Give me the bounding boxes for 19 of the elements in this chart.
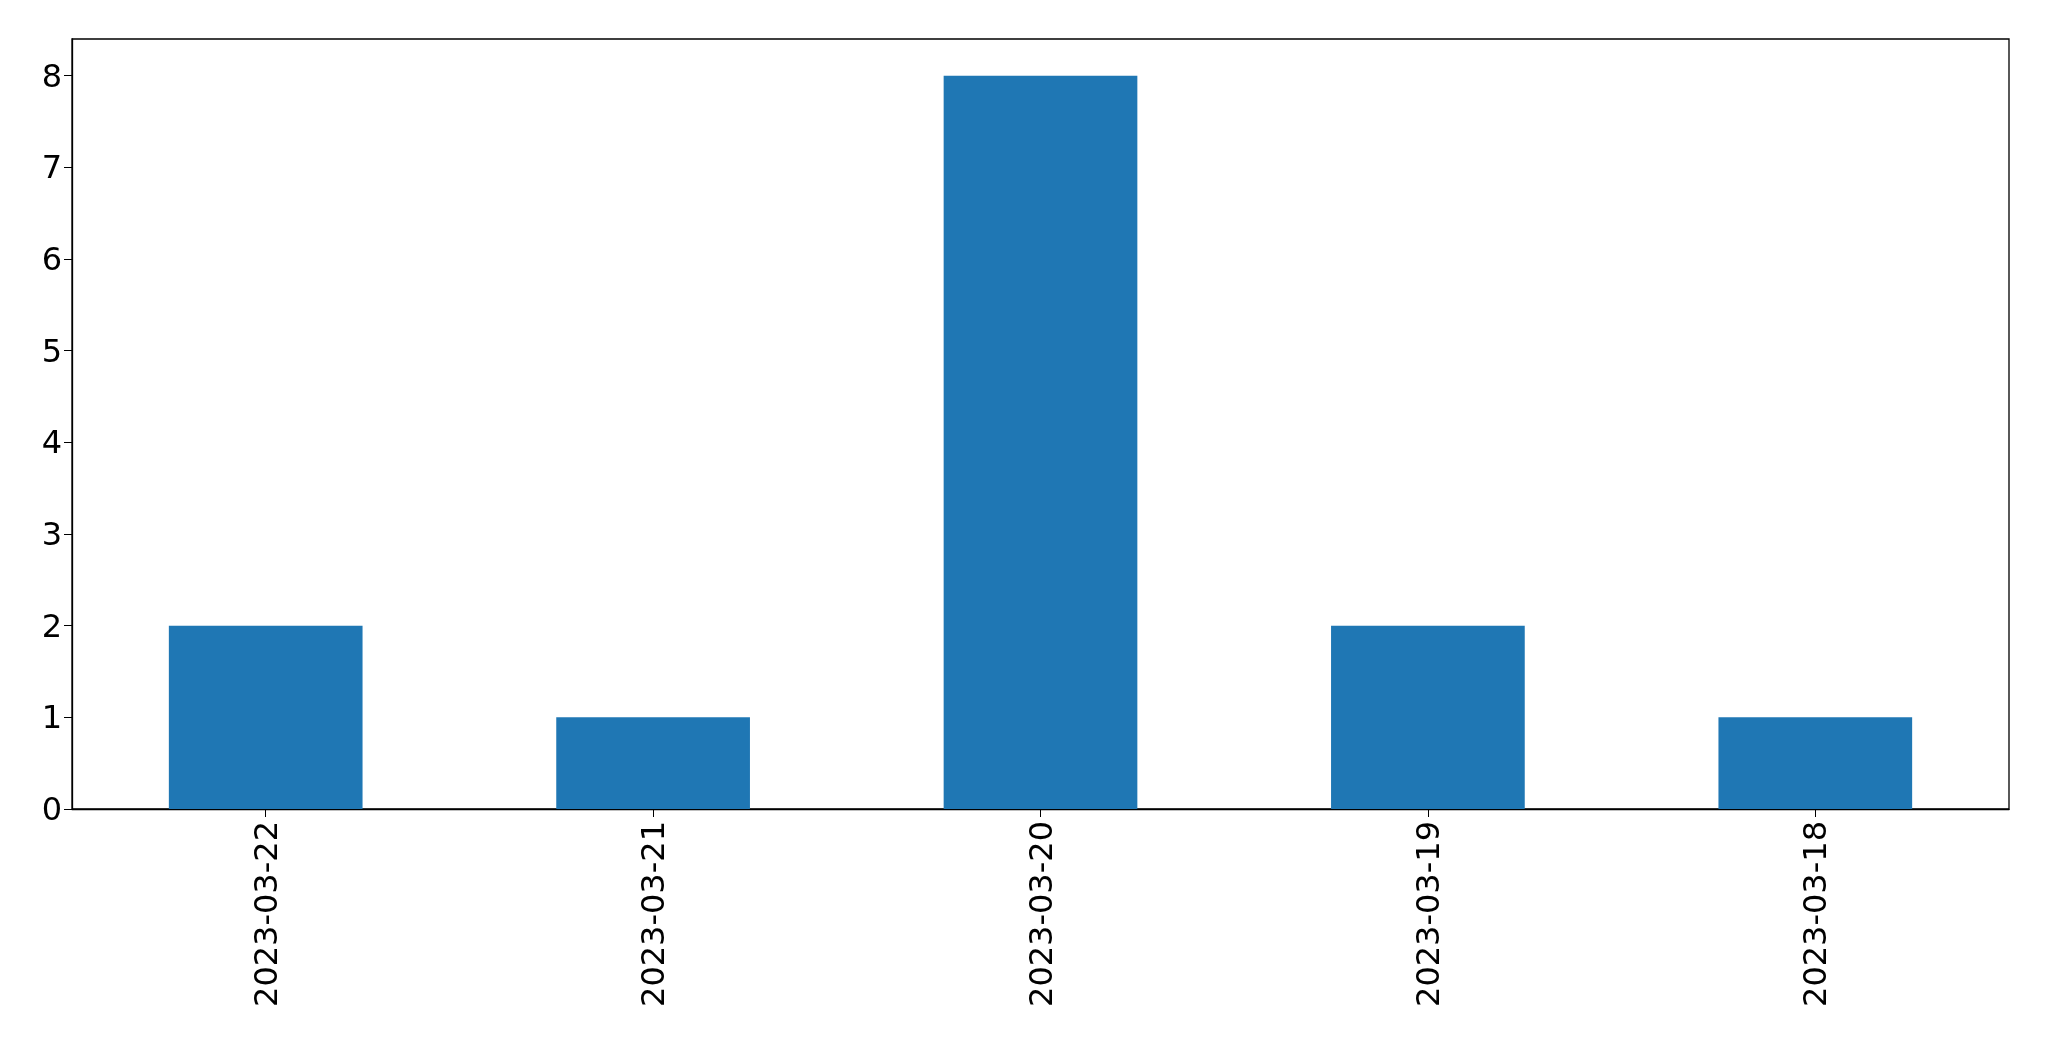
y-tick-label: 4 (41, 423, 62, 462)
y-tick-label: 7 (41, 148, 62, 187)
x-tick-label: 2023-03-19 (1408, 821, 1447, 1007)
y-tick-label: 2 (41, 606, 62, 645)
y-tick-label: 1 (41, 698, 62, 737)
y-tick-label: 0 (41, 790, 62, 828)
y-tick-label: 6 (41, 240, 62, 278)
x-tick-label: 2023-03-20 (1021, 821, 1060, 1007)
y-tick-label: 3 (41, 515, 62, 553)
x-tick-label: 2023-03-22 (246, 821, 285, 1007)
bar (168, 625, 363, 809)
x-tick-label: 2023-03-18 (1796, 821, 1835, 1007)
bar (1331, 625, 1525, 809)
y-tick-label: 5 (41, 331, 62, 370)
y-tick-label: 8 (41, 56, 62, 95)
bar (1718, 717, 1913, 809)
x-tick-label: 2023-03-21 (634, 821, 673, 1007)
bar (943, 75, 1138, 809)
bar (556, 717, 750, 809)
